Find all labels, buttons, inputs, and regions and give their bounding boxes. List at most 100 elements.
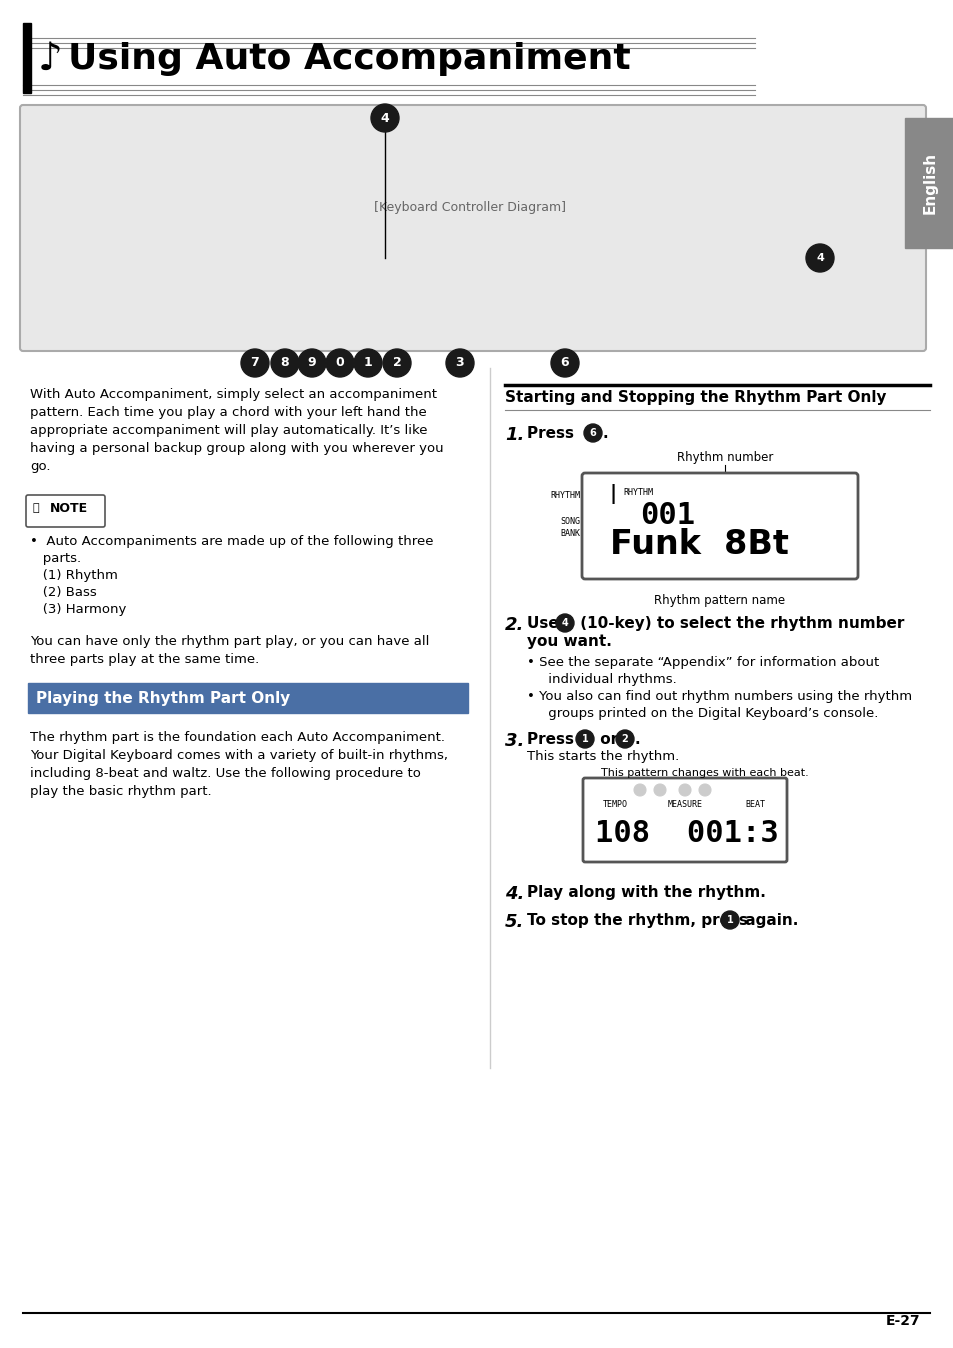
Bar: [23, 23, 30, 93]
Text: 8: 8: [280, 356, 289, 369]
Circle shape: [446, 349, 474, 377]
Circle shape: [699, 785, 710, 797]
Text: NOTE: NOTE: [50, 503, 88, 515]
Circle shape: [326, 349, 354, 377]
Text: 7: 7: [251, 356, 259, 369]
Text: 3.: 3.: [504, 732, 524, 749]
Text: Use: Use: [526, 616, 563, 631]
Circle shape: [241, 349, 269, 377]
Text: parts.: parts.: [30, 551, 81, 565]
Text: pattern. Each time you play a chord with your left hand the: pattern. Each time you play a chord with…: [30, 406, 426, 419]
Text: 4.: 4.: [504, 886, 524, 903]
FancyBboxPatch shape: [581, 473, 857, 580]
Text: E-27: E-27: [884, 1314, 919, 1328]
Text: .: .: [602, 426, 608, 441]
Text: • See the separate “Appendix” for information about: • See the separate “Appendix” for inform…: [526, 656, 879, 669]
Circle shape: [354, 349, 381, 377]
Text: You can have only the rhythm part play, or you can have all: You can have only the rhythm part play, …: [30, 635, 429, 648]
Circle shape: [679, 785, 690, 797]
Circle shape: [297, 349, 326, 377]
FancyBboxPatch shape: [582, 778, 786, 861]
Text: Rhythm number: Rhythm number: [676, 452, 772, 464]
Circle shape: [584, 520, 600, 537]
Text: Rhythm pattern name: Rhythm pattern name: [654, 594, 784, 607]
Bar: [28, 683, 468, 713]
Circle shape: [583, 425, 601, 442]
Text: play the basic rhythm part.: play the basic rhythm part.: [30, 785, 212, 798]
Text: 2: 2: [621, 735, 628, 744]
Text: Funk  8Bt: Funk 8Bt: [609, 528, 788, 561]
Text: BANK: BANK: [559, 530, 579, 538]
Text: Press: Press: [526, 426, 578, 441]
Text: BEAT: BEAT: [744, 799, 764, 809]
Text: (2) Bass: (2) Bass: [30, 586, 96, 599]
Circle shape: [576, 731, 594, 748]
Bar: [904, 119, 953, 248]
Text: groups printed on the Digital Keyboard’s console.: groups printed on the Digital Keyboard’s…: [526, 706, 878, 720]
Text: or: or: [595, 732, 622, 747]
Text: individual rhythms.: individual rhythms.: [526, 673, 676, 686]
Circle shape: [551, 349, 578, 377]
Text: (1) Rhythm: (1) Rhythm: [30, 569, 118, 582]
Text: 2: 2: [393, 356, 401, 369]
Circle shape: [382, 349, 411, 377]
Text: ♪: ♪: [38, 40, 63, 78]
Text: Your Digital Keyboard comes with a variety of built-in rhythms,: Your Digital Keyboard comes with a varie…: [30, 749, 448, 762]
Text: Press: Press: [526, 732, 578, 747]
Text: TEMPO: TEMPO: [602, 799, 627, 809]
Text: (10-key) to select the rhythm number: (10-key) to select the rhythm number: [575, 616, 903, 631]
Text: Starting and Stopping the Rhythm Part Only: Starting and Stopping the Rhythm Part On…: [504, 390, 885, 404]
Circle shape: [616, 731, 634, 748]
Text: The rhythm part is the foundation each Auto Accompaniment.: The rhythm part is the foundation each A…: [30, 731, 444, 744]
Circle shape: [805, 244, 833, 272]
Text: including 8-beat and waltz. Use the following procedure to: including 8-beat and waltz. Use the foll…: [30, 767, 420, 780]
Text: 1.: 1.: [504, 426, 524, 443]
Text: 1: 1: [363, 356, 372, 369]
Text: • You also can find out rhythm numbers using the rhythm: • You also can find out rhythm numbers u…: [526, 690, 911, 704]
Text: 0: 0: [335, 356, 344, 369]
Text: 001: 001: [639, 501, 695, 530]
FancyBboxPatch shape: [20, 105, 925, 350]
Text: 6: 6: [589, 429, 596, 438]
Text: go.: go.: [30, 460, 51, 473]
Text: 4: 4: [815, 253, 823, 263]
Text: This starts the rhythm.: This starts the rhythm.: [526, 749, 679, 763]
Text: 9: 9: [308, 356, 316, 369]
Text: 🔔: 🔔: [33, 503, 40, 514]
Text: appropriate accompaniment will play automatically. It’s like: appropriate accompaniment will play auto…: [30, 425, 427, 437]
Text: Playing the Rhythm Part Only: Playing the Rhythm Part Only: [36, 690, 290, 705]
Text: (3) Harmony: (3) Harmony: [30, 603, 126, 616]
FancyBboxPatch shape: [26, 495, 105, 527]
Text: 5.: 5.: [504, 913, 524, 931]
Text: again.: again.: [740, 913, 798, 927]
Text: •  Auto Accompaniments are made up of the following three: • Auto Accompaniments are made up of the…: [30, 535, 433, 549]
Text: MEASURE: MEASURE: [667, 799, 701, 809]
Circle shape: [720, 911, 739, 929]
Circle shape: [556, 613, 574, 632]
Text: 4: 4: [561, 617, 568, 628]
Text: English: English: [922, 152, 937, 214]
Text: [Keyboard Controller Diagram]: [Keyboard Controller Diagram]: [374, 201, 565, 214]
Circle shape: [271, 349, 298, 377]
Text: This pattern changes with each beat.: This pattern changes with each beat.: [600, 768, 808, 778]
Text: SONG: SONG: [559, 516, 579, 526]
Text: .: .: [635, 732, 640, 747]
Text: you want.: you want.: [526, 634, 611, 648]
Text: With Auto Accompaniment, simply select an accompaniment: With Auto Accompaniment, simply select a…: [30, 388, 436, 400]
Text: having a personal backup group along with you wherever you: having a personal backup group along wit…: [30, 442, 443, 456]
Text: 108  001:3: 108 001:3: [595, 820, 778, 848]
Text: RHYTHM: RHYTHM: [622, 488, 652, 497]
Text: Play along with the rhythm.: Play along with the rhythm.: [526, 886, 765, 900]
Text: three parts play at the same time.: three parts play at the same time.: [30, 652, 259, 666]
Text: 1: 1: [581, 735, 588, 744]
Circle shape: [634, 785, 645, 797]
Text: 4: 4: [380, 112, 389, 124]
Text: 2.: 2.: [504, 616, 524, 634]
Text: 3: 3: [456, 356, 464, 369]
Text: To stop the rhythm, press: To stop the rhythm, press: [526, 913, 753, 927]
Circle shape: [371, 104, 398, 132]
Circle shape: [654, 785, 665, 797]
Text: |: |: [609, 484, 617, 504]
Text: 1: 1: [726, 915, 733, 925]
Text: Using Auto Accompaniment: Using Auto Accompaniment: [68, 42, 630, 75]
